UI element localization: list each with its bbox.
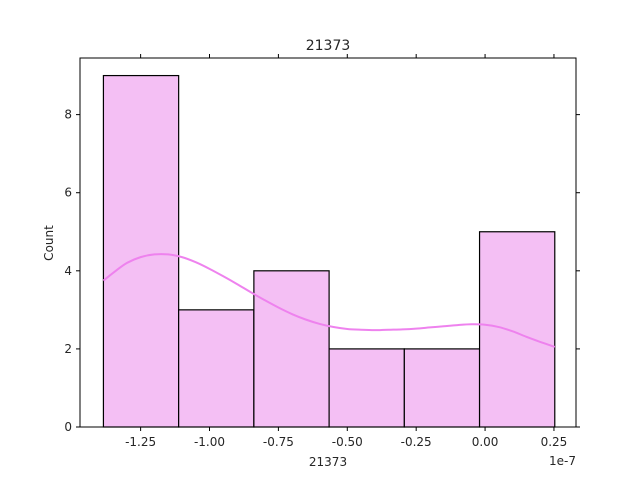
kde-curve — [102, 253, 556, 348]
y-tick-label: 6 — [64, 186, 72, 200]
y-tick-label: 4 — [64, 264, 72, 278]
x-tick-label: -0.25 — [401, 435, 432, 449]
histogram-bar-3 — [253, 270, 330, 428]
histogram-bar-2 — [178, 309, 255, 428]
chart-title: 21373 — [306, 38, 351, 54]
y-axis-ticks: 0 2 4 6 8 — [64, 108, 580, 434]
histogram-bar-4 — [328, 348, 405, 428]
plot-frame — [79, 57, 577, 428]
histogram-bar-1 — [102, 74, 180, 428]
y-axis-label: Count — [42, 225, 56, 261]
x-tick-label: 0.00 — [472, 435, 499, 449]
x-tick-label: -1.00 — [194, 435, 225, 449]
x-tick-label: -0.75 — [263, 435, 294, 449]
x-tick-label: 0.25 — [541, 435, 568, 449]
x-axis-label: 21373 — [309, 455, 347, 469]
x-tick-label: -1.25 — [125, 435, 156, 449]
histogram-bar-6 — [478, 231, 556, 428]
x-axis-ticks: -1.25 -1.00 -0.75 -0.50 -0.25 0.00 0.25 — [125, 54, 567, 449]
y-tick-label: 0 — [64, 420, 72, 434]
y-tick-label: 8 — [64, 108, 72, 122]
y-tick-label: 2 — [64, 342, 72, 356]
histogram-bars — [102, 74, 556, 428]
x-tick-label: -0.50 — [332, 435, 363, 449]
x-axis-offset-text: 1e-7 — [549, 454, 576, 468]
histogram-bar-5 — [403, 348, 481, 428]
